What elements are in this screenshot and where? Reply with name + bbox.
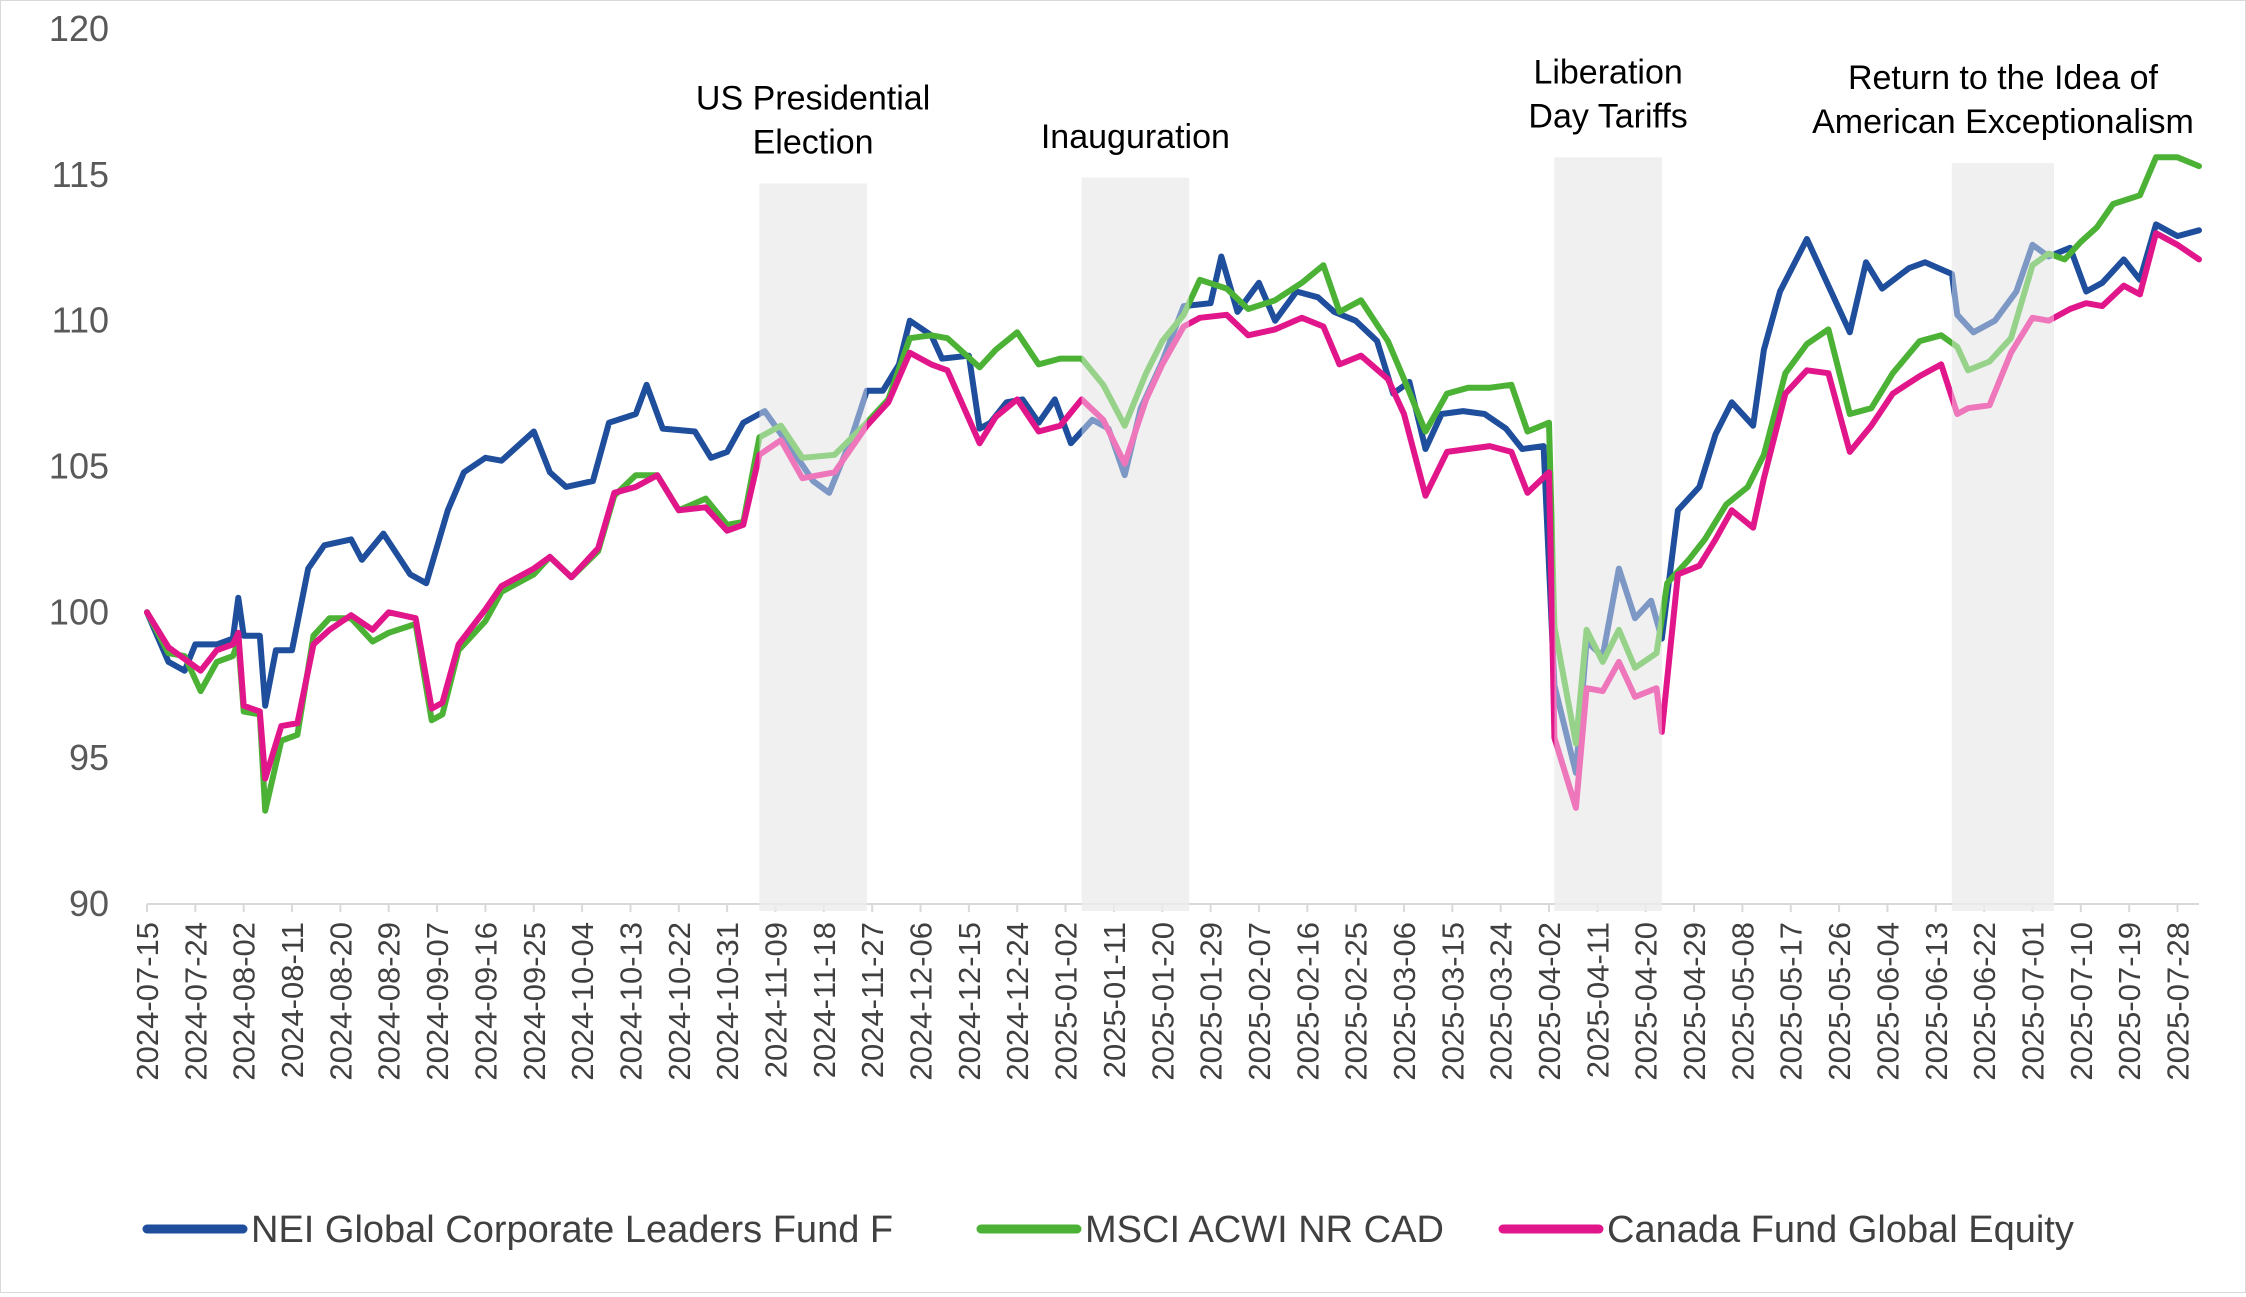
x-tick-label: 2024-08-11 bbox=[275, 922, 310, 1078]
x-tick-label: 2025-05-17 bbox=[1774, 922, 1809, 1081]
x-tick-label: 2025-05-26 bbox=[1822, 922, 1857, 1081]
annotation-label: US Presidential bbox=[696, 80, 930, 118]
y-tick-label: 120 bbox=[49, 8, 109, 49]
x-tick-label: 2025-04-20 bbox=[1629, 922, 1664, 1081]
x-tick-label: 2024-11-27 bbox=[855, 922, 890, 1078]
legend-label: NEI Global Corporate Leaders Fund F bbox=[251, 1209, 893, 1251]
y-tick-label: 115 bbox=[52, 154, 109, 195]
legend: NEI Global Corporate Leaders Fund F MSCI … bbox=[142, 1209, 2074, 1251]
x-tick-label: 2025-02-07 bbox=[1242, 922, 1277, 1081]
shaded-period-overlay-1 bbox=[759, 183, 867, 912]
x-tick-label: 2025-01-02 bbox=[1049, 922, 1084, 1081]
x-tick-label: 2025-04-29 bbox=[1677, 922, 1712, 1081]
shaded-period-overlay-3 bbox=[1554, 157, 1662, 912]
x-tick-label: 2024-10-04 bbox=[565, 922, 600, 1081]
x-tick-label: 2025-02-16 bbox=[1290, 922, 1325, 1081]
shaded-period-overlay-2 bbox=[1081, 177, 1190, 911]
annotation-label: Day Tariffs bbox=[1528, 97, 1687, 135]
x-tick-label: 2025-03-24 bbox=[1484, 922, 1519, 1081]
x-tick-label: 2025-01-29 bbox=[1194, 922, 1229, 1081]
shaded-period-4 bbox=[1951, 163, 2054, 911]
x-tick-label: 2025-07-19 bbox=[2112, 922, 2147, 1081]
x-tick-label: 2025-07-10 bbox=[2064, 922, 2099, 1081]
annotation-label: Liberation bbox=[1533, 53, 1682, 91]
x-tick-label: 2024-08-02 bbox=[227, 922, 262, 1081]
x-tick-label: 2024-09-16 bbox=[468, 922, 503, 1081]
x-tick-label: 2025-05-08 bbox=[1725, 922, 1760, 1081]
x-axis: 2024-07-15 2024-07-24 2024-08-02 2024-08-11… bbox=[130, 903, 2199, 1081]
x-tick-label: 2025-03-15 bbox=[1435, 922, 1470, 1081]
x-tick-label: 2024-12-06 bbox=[904, 922, 939, 1081]
annotation-label: American Exceptionalism bbox=[1812, 103, 2194, 141]
x-tick-label: 2025-04-11 bbox=[1580, 922, 1615, 1078]
x-tick-label: 2024-12-15 bbox=[952, 922, 987, 1081]
x-tick-label: 2024-09-25 bbox=[517, 922, 552, 1081]
x-tick-label: 2024-07-15 bbox=[130, 922, 165, 1081]
x-tick-label: 2024-12-24 bbox=[1000, 922, 1035, 1081]
x-tick-label: 2025-02-25 bbox=[1339, 922, 1374, 1081]
period-annotations: US Presidential Election Inauguration Liber… bbox=[696, 53, 2194, 161]
x-tick-label: 2025-07-28 bbox=[2161, 922, 2196, 1081]
shaded-period-overlay-4 bbox=[1951, 163, 2054, 911]
period-overlays bbox=[759, 157, 2054, 912]
annotation-label: Election bbox=[753, 124, 874, 162]
legend-label: Canada Fund Global Equity bbox=[1607, 1209, 2074, 1251]
x-tick-label: 2025-01-20 bbox=[1145, 922, 1180, 1081]
x-tick-label: 2024-08-29 bbox=[372, 922, 407, 1081]
x-tick-label: 2024-09-07 bbox=[420, 922, 455, 1081]
y-axis: 90 95 100 105 110 115 120 bbox=[49, 8, 109, 924]
shaded-period-2 bbox=[1081, 177, 1190, 911]
series-line-3 bbox=[144, 230, 2202, 811]
series-lines bbox=[144, 154, 2202, 814]
x-tick-label: 2025-06-22 bbox=[1967, 922, 2002, 1081]
annotation-label: Inauguration bbox=[1041, 118, 1230, 156]
shaded-period-3 bbox=[1554, 157, 1662, 912]
annotation-label: Return to the Idea of bbox=[1848, 59, 2159, 97]
y-tick-label: 90 bbox=[69, 883, 109, 924]
x-tick-label: 2024-11-18 bbox=[807, 922, 842, 1078]
x-tick-label: 2025-07-01 bbox=[2015, 922, 2050, 1081]
x-tick-label: 2025-01-11 bbox=[1097, 922, 1132, 1078]
x-tick-label: 2024-07-24 bbox=[178, 922, 213, 1081]
x-tick-label: 2024-08-20 bbox=[323, 922, 358, 1081]
x-tick-label: 2024-10-22 bbox=[662, 922, 697, 1081]
x-tick-label: 2025-03-06 bbox=[1387, 922, 1422, 1081]
x-tick-label: 2024-10-13 bbox=[613, 922, 648, 1081]
x-tick-label: 2024-10-31 bbox=[710, 922, 745, 1081]
shaded-period-1 bbox=[759, 183, 867, 912]
y-tick-label: 95 bbox=[69, 737, 109, 778]
x-tick-label: 2025-06-13 bbox=[1919, 922, 1954, 1081]
shaded-periods bbox=[759, 157, 2054, 912]
legend-label: MSCI ACWI NR CAD bbox=[1085, 1209, 1444, 1251]
x-tick-label: 2025-06-04 bbox=[1870, 922, 1905, 1081]
x-tick-label: 2025-04-02 bbox=[1532, 922, 1567, 1081]
y-tick-label: 110 bbox=[52, 300, 109, 341]
x-tick-label: 2024-11-09 bbox=[758, 922, 793, 1078]
y-tick-label: 100 bbox=[49, 591, 109, 632]
y-tick-label: 105 bbox=[49, 446, 109, 487]
